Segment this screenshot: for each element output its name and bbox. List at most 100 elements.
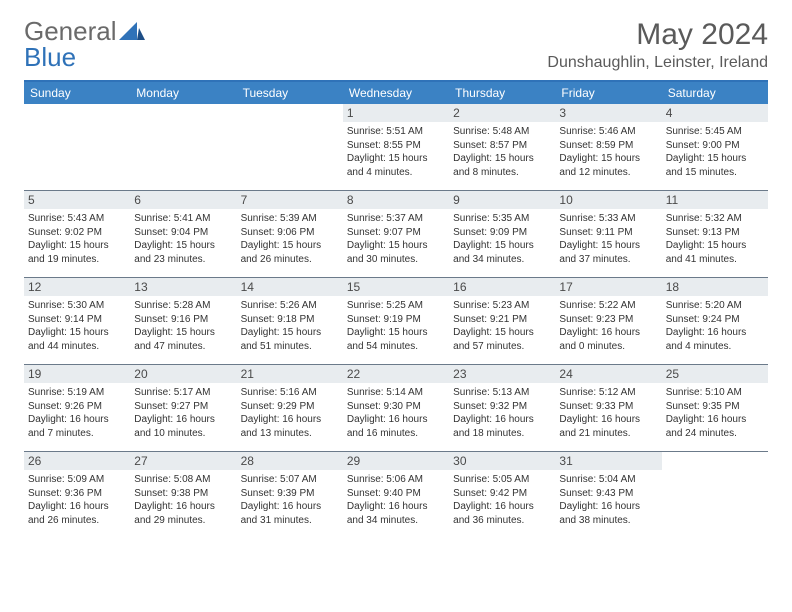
- day-info: Sunrise: 5:45 AMSunset: 9:00 PMDaylight:…: [666, 125, 764, 179]
- info-line: Daylight: 16 hours: [134, 413, 232, 427]
- day-number: 19: [24, 365, 130, 383]
- info-line: Daylight: 15 hours: [666, 239, 764, 253]
- day-cell: 11Sunrise: 5:32 AMSunset: 9:13 PMDayligh…: [662, 191, 768, 277]
- day-info: Sunrise: 5:14 AMSunset: 9:30 PMDaylight:…: [347, 386, 445, 440]
- info-line: Daylight: 15 hours: [666, 152, 764, 166]
- info-line: Daylight: 15 hours: [347, 239, 445, 253]
- day-info: Sunrise: 5:43 AMSunset: 9:02 PMDaylight:…: [28, 212, 126, 266]
- info-line: Sunset: 9:14 PM: [28, 313, 126, 327]
- day-cell: 4 Sunrise: 5:45 AMSunset: 9:00 PMDaylight…: [662, 104, 768, 190]
- info-line: Sunset: 9:26 PM: [28, 400, 126, 414]
- info-line: and 15 minutes.: [666, 166, 764, 180]
- info-line: Sunset: 9:00 PM: [666, 139, 764, 153]
- info-line: Sunrise: 5:46 AM: [559, 125, 657, 139]
- day-number: 4: [662, 104, 768, 122]
- day-info: Sunrise: 5:12 AMSunset: 9:33 PMDaylight:…: [559, 386, 657, 440]
- calendar-page: General Blue May 2024 Dunshaughlin, Lein…: [0, 0, 792, 548]
- day-info: Sunrise: 5:19 AMSunset: 9:26 PMDaylight:…: [28, 386, 126, 440]
- day-info: Sunrise: 5:10 AMSunset: 9:35 PMDaylight:…: [666, 386, 764, 440]
- info-line: Sunrise: 5:25 AM: [347, 299, 445, 313]
- day-cell: [237, 104, 343, 190]
- day-cell: 24 Sunrise: 5:12 AMSunset: 9:33 PMDayligh…: [555, 365, 661, 451]
- info-line: Sunset: 9:40 PM: [347, 487, 445, 501]
- day-info: Sunrise: 5:51 AMSunset: 8:55 PMDaylight:…: [347, 125, 445, 179]
- info-line: and 36 minutes.: [453, 514, 551, 528]
- day-number: 24: [555, 365, 661, 383]
- info-line: Sunrise: 5:05 AM: [453, 473, 551, 487]
- info-line: Sunset: 9:09 PM: [453, 226, 551, 240]
- day-number: 17: [555, 278, 661, 296]
- day-number: 15: [343, 278, 449, 296]
- day-info: Sunrise: 5:04 AMSunset: 9:43 PMDaylight:…: [559, 473, 657, 527]
- info-line: Daylight: 16 hours: [28, 413, 126, 427]
- info-line: Sunrise: 5:13 AM: [453, 386, 551, 400]
- day-info: Sunrise: 5:16 AMSunset: 9:29 PMDaylight:…: [241, 386, 339, 440]
- week-row: 1 Sunrise: 5:51 AMSunset: 8:55 PMDaylight…: [24, 104, 768, 190]
- day-cell: 21Sunrise: 5:16 AMSunset: 9:29 PMDayligh…: [237, 365, 343, 451]
- info-line: Daylight: 16 hours: [347, 413, 445, 427]
- day-cell: 2Sunrise: 5:48 AMSunset: 8:57 PMDaylight…: [449, 104, 555, 190]
- info-line: Sunset: 9:36 PM: [28, 487, 126, 501]
- info-line: and 30 minutes.: [347, 253, 445, 267]
- info-line: and 21 minutes.: [559, 427, 657, 441]
- day-info: Sunrise: 5:28 AMSunset: 9:16 PMDaylight:…: [134, 299, 232, 353]
- info-line: Sunset: 9:23 PM: [559, 313, 657, 327]
- day-info: Sunrise: 5:05 AMSunset: 9:42 PMDaylight:…: [453, 473, 551, 527]
- info-line: Sunset: 9:30 PM: [347, 400, 445, 414]
- dow-wed: Wednesday: [343, 82, 449, 104]
- day-info: Sunrise: 5:26 AMSunset: 9:18 PMDaylight:…: [241, 299, 339, 353]
- day-info: Sunrise: 5:46 AMSunset: 8:59 PMDaylight:…: [559, 125, 657, 179]
- info-line: Sunrise: 5:16 AM: [241, 386, 339, 400]
- info-line: Sunset: 8:55 PM: [347, 139, 445, 153]
- dow-thu: Thursday: [449, 82, 555, 104]
- info-line: Sunset: 9:04 PM: [134, 226, 232, 240]
- info-line: Sunset: 9:13 PM: [666, 226, 764, 240]
- info-line: Sunrise: 5:04 AM: [559, 473, 657, 487]
- info-line: Sunset: 9:06 PM: [241, 226, 339, 240]
- info-line: Daylight: 15 hours: [134, 239, 232, 253]
- day-number: 1: [343, 104, 449, 122]
- day-cell: 10Sunrise: 5:33 AMSunset: 9:11 PMDayligh…: [555, 191, 661, 277]
- day-info: Sunrise: 5:37 AMSunset: 9:07 PMDaylight:…: [347, 212, 445, 266]
- dow-fri: Friday: [555, 82, 661, 104]
- day-number: 12: [24, 278, 130, 296]
- day-cell: 17Sunrise: 5:22 AMSunset: 9:23 PMDayligh…: [555, 278, 661, 364]
- day-number: 10: [555, 191, 661, 209]
- info-line: Daylight: 16 hours: [559, 326, 657, 340]
- info-line: and 34 minutes.: [453, 253, 551, 267]
- info-line: Daylight: 16 hours: [559, 500, 657, 514]
- day-cell: 22Sunrise: 5:14 AMSunset: 9:30 PMDayligh…: [343, 365, 449, 451]
- day-cell: [24, 104, 130, 190]
- logo-text: General Blue: [24, 18, 117, 70]
- day-info: Sunrise: 5:32 AMSunset: 9:13 PMDaylight:…: [666, 212, 764, 266]
- day-cell: 13Sunrise: 5:28 AMSunset: 9:16 PMDayligh…: [130, 278, 236, 364]
- day-cell: 29Sunrise: 5:06 AMSunset: 9:40 PMDayligh…: [343, 452, 449, 538]
- day-number: 30: [449, 452, 555, 470]
- info-line: Sunset: 9:02 PM: [28, 226, 126, 240]
- day-number: 3: [555, 104, 661, 122]
- info-line: Sunrise: 5:39 AM: [241, 212, 339, 226]
- info-line: Sunset: 9:21 PM: [453, 313, 551, 327]
- info-line: Sunrise: 5:35 AM: [453, 212, 551, 226]
- day-cell: 26Sunrise: 5:09 AMSunset: 9:36 PMDayligh…: [24, 452, 130, 538]
- dow-row: Sunday Monday Tuesday Wednesday Thursday…: [24, 82, 768, 104]
- info-line: Sunset: 9:42 PM: [453, 487, 551, 501]
- day-info: Sunrise: 5:07 AMSunset: 9:39 PMDaylight:…: [241, 473, 339, 527]
- day-number: 9: [449, 191, 555, 209]
- day-info: Sunrise: 5:30 AMSunset: 9:14 PMDaylight:…: [28, 299, 126, 353]
- info-line: and 29 minutes.: [134, 514, 232, 528]
- day-info: Sunrise: 5:25 AMSunset: 9:19 PMDaylight:…: [347, 299, 445, 353]
- info-line: Sunset: 9:07 PM: [347, 226, 445, 240]
- info-line: and 26 minutes.: [28, 514, 126, 528]
- info-line: Daylight: 16 hours: [453, 500, 551, 514]
- info-line: Sunrise: 5:19 AM: [28, 386, 126, 400]
- day-number: 18: [662, 278, 768, 296]
- info-line: Daylight: 16 hours: [453, 413, 551, 427]
- info-line: Daylight: 15 hours: [347, 326, 445, 340]
- info-line: and 38 minutes.: [559, 514, 657, 528]
- info-line: Sunrise: 5:08 AM: [134, 473, 232, 487]
- day-cell: 31Sunrise: 5:04 AMSunset: 9:43 PMDayligh…: [555, 452, 661, 538]
- weeks-container: 1 Sunrise: 5:51 AMSunset: 8:55 PMDaylight…: [24, 104, 768, 538]
- info-line: and 31 minutes.: [241, 514, 339, 528]
- info-line: Sunrise: 5:12 AM: [559, 386, 657, 400]
